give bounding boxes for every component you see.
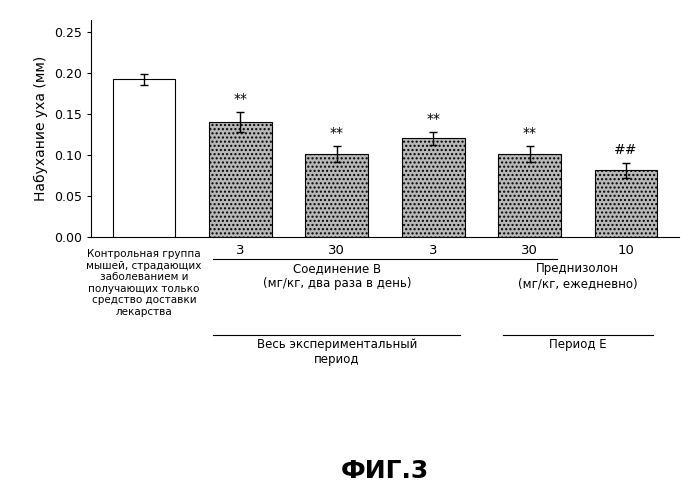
Text: Период Е: Период Е [549,338,607,351]
Text: **: ** [426,112,440,126]
Y-axis label: Набухание уха (мм): Набухание уха (мм) [34,56,48,201]
Bar [113,79,175,237]
Text: ##: ## [614,143,638,157]
Text: **: ** [233,93,247,106]
Bar [402,139,465,237]
Text: 30: 30 [328,244,345,257]
Text: Контрольная группа
мышей, страдающих
заболеванием и
получающих только
средство д: Контрольная группа мышей, страдающих заб… [86,249,202,317]
Bar [595,171,657,237]
Bar [498,154,561,237]
Text: Соединение В
(мг/кг, два раза в день): Соединение В (мг/кг, два раза в день) [262,262,411,290]
Text: Весь экспериментальный
период: Весь экспериментальный период [257,338,417,366]
Text: **: ** [330,126,344,140]
Text: Преднизолон
(мг/кг, ежедневно): Преднизолон (мг/кг, ежедневно) [518,262,638,290]
Text: ФИГ.3: ФИГ.3 [341,459,429,483]
Text: **: ** [523,126,537,140]
Text: 30: 30 [522,244,538,257]
Text: 3: 3 [236,244,245,257]
Bar [209,122,272,237]
Text: 3: 3 [429,244,438,257]
Text: 10: 10 [617,244,634,257]
Bar [305,154,368,237]
